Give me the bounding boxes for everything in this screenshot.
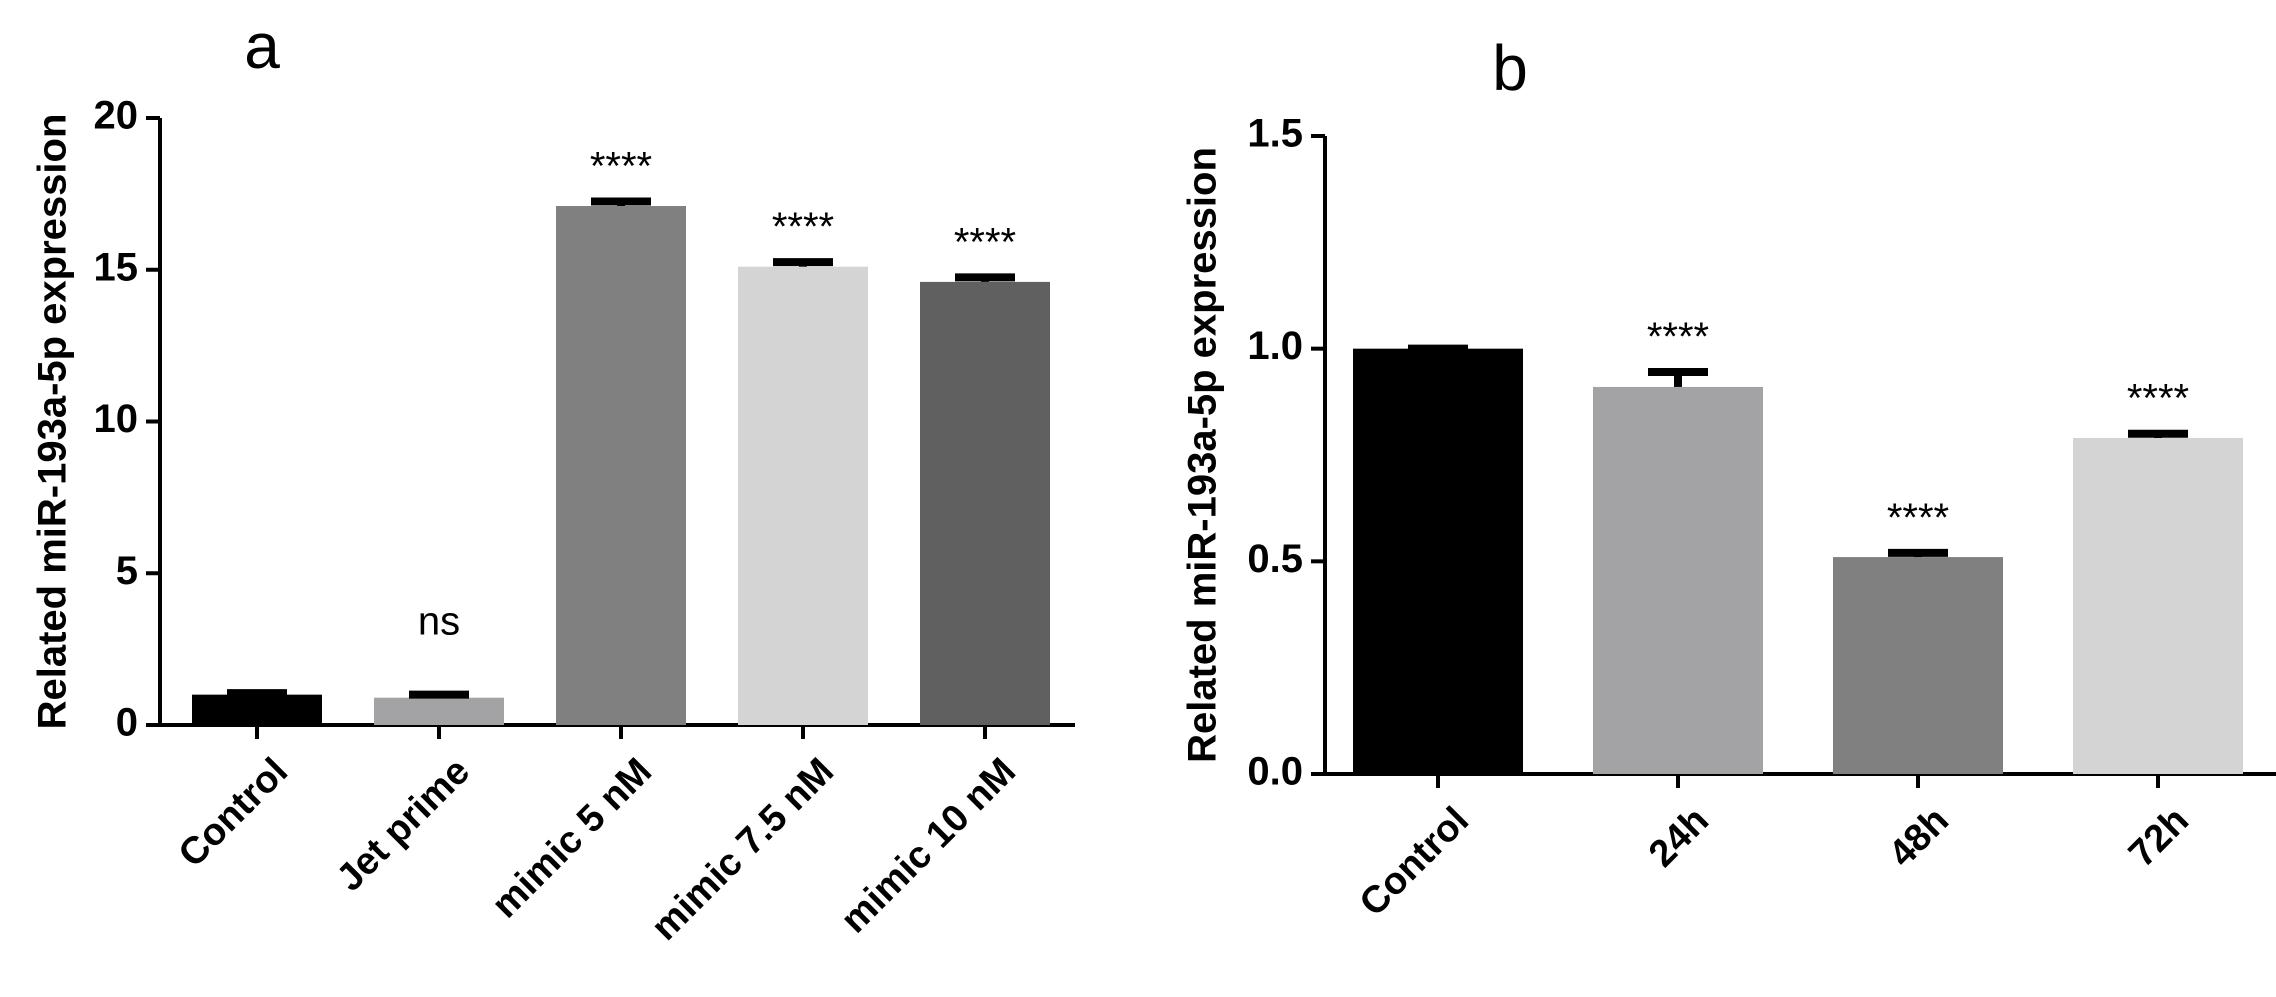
y-tick-label-a: 20 [94,94,139,138]
x-tick-label-a: Jet prime [329,750,478,899]
significance-label-b-2: **** [1887,496,1949,540]
x-tick-label-b: 48h [1881,799,1957,875]
chart-panel-a: a Related miR-193a-5p expression 0 5 10 15 20 C… [31,10,1075,949]
bar-b-3 [2073,437,2243,774]
bar-a-1 [374,697,504,725]
x-tick-label-a: mimic 5 nM [484,750,660,926]
bar-b-2 [1833,557,2003,774]
x-tick-label-a: Control [171,750,296,875]
significance-label-a-1: ns [418,600,460,644]
y-tick-label-a: 0 [116,701,138,745]
significance-label-b-1: **** [1647,315,1709,359]
y-tick-label-b: 0.0 [1247,750,1303,794]
bar-a-3 [738,266,868,725]
panel-letter-b: b [1492,32,1528,104]
bar-b-1 [1593,386,1763,774]
y-tick-label-b: 1.0 [1247,324,1303,368]
y-tick-label-a: 10 [94,397,139,441]
x-tick-label-b: 72h [2121,799,2197,875]
chart-panel-b: b Related miR-193a-5p expression 0.0 0.5 1.0… [1181,32,2276,925]
bar-a-0 [192,694,322,725]
significance-label-a-4: **** [954,220,1016,264]
y-axis-label-b: Related miR-193a-5p expression [1181,147,1225,763]
significance-label-b-3: **** [2127,377,2189,421]
x-tick-label-b: 24h [1641,799,1717,875]
panel-letter-a: a [244,10,280,82]
x-tick-label-a: mimic 7.5 nM [644,750,842,948]
y-tick-label-b: 0.5 [1247,537,1303,581]
bar-a-4 [920,281,1050,725]
significance-label-a-2: **** [590,144,652,188]
y-tick-label-a: 5 [116,549,138,593]
y-tick-label-b: 1.5 [1247,112,1303,156]
x-tick-label-a: mimic 10 nM [833,750,1024,941]
y-tick-label-a: 15 [94,245,139,289]
x-tick-label-b: Control [1352,799,1477,924]
y-axis-label-a: Related miR-193a-5p expression [31,114,75,730]
bar-a-2 [556,206,686,725]
significance-label-a-3: **** [772,205,834,249]
bar-b-0 [1353,348,1523,774]
